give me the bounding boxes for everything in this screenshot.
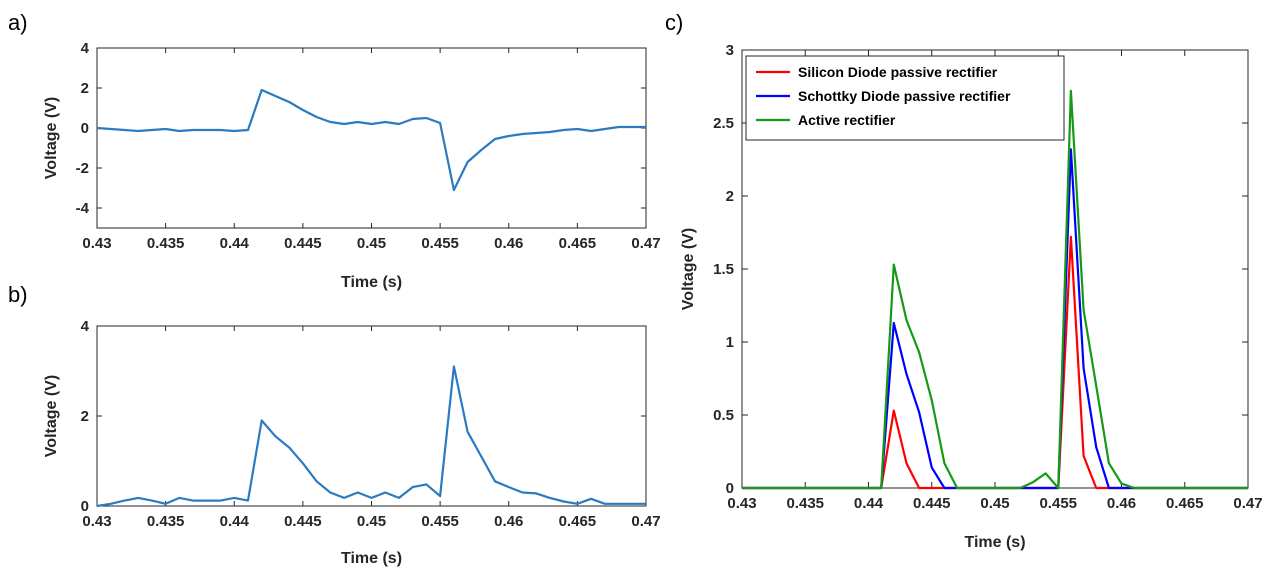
x-tick-label: 0.44 (220, 235, 250, 252)
legend: Silicon Diode passive rectifier Schottky … (745, 55, 1065, 141)
x-tick-label: 0.465 (559, 513, 597, 530)
y-tick-label: 2 (81, 80, 89, 97)
y-tick-label: 0 (726, 480, 734, 497)
x-tick-label: 0.46 (494, 513, 523, 530)
panel-label: c) (665, 10, 683, 35)
series-line-1 (742, 235, 1248, 490)
y-axis-label: Voltage (V) (43, 97, 60, 179)
y-axis-label: Voltage (V) (43, 375, 60, 457)
x-tick-label: 0.47 (631, 513, 660, 530)
x-tick-label: 0.445 (284, 513, 322, 530)
y-tick-label: 2 (81, 408, 89, 425)
legend-entry-3: Active rectifier (798, 112, 896, 128)
x-tick-label: 0.435 (147, 235, 185, 252)
x-axis-label: Time (s) (964, 534, 1025, 551)
series-line-1 (96, 88, 646, 192)
x-axis-label: Time (s) (341, 274, 402, 291)
x-tick-label: 0.455 (1039, 495, 1077, 512)
x-tick-label: 0.44 (854, 495, 884, 512)
x-tick-label: 0.445 (284, 235, 322, 252)
panel-label: b) (8, 282, 28, 307)
x-tick-label: 0.43 (727, 495, 756, 512)
y-tick-label: 0.5 (713, 407, 734, 424)
x-tick-label: 0.47 (631, 235, 660, 252)
chart-panel-2: b) 0.43 0.435 0.44 0.445 0.45 0.455 0.46 0.465 0.… (8, 282, 661, 567)
y-tick-label: -2 (76, 160, 89, 177)
x-tick-label: 0.46 (494, 235, 523, 252)
x-tick-label: 0.43 (82, 513, 111, 530)
y-tick-label: 4 (81, 40, 90, 57)
y-tick-label: 2 (726, 188, 734, 205)
x-tick-label: 0.435 (147, 513, 185, 530)
chart-panel-3: c) 0.43 0.435 0.44 0.445 0.45 0.455 0.46 0.465 0.… (665, 10, 1263, 551)
legend-box (745, 55, 1065, 141)
x-tick-label: 0.47 (1233, 495, 1262, 512)
x-tick-label: 0.45 (357, 513, 386, 530)
y-tick-label: 3 (726, 42, 734, 59)
chart-panel-1: a) 0.43 0.435 0.44 0.445 0.45 0.455 0.46 0.465 0.… (8, 10, 661, 291)
plot-area-frame (96, 47, 647, 229)
y-tick-label: -4 (76, 200, 90, 217)
x-tick-label: 0.455 (421, 235, 459, 252)
y-tick-label: 1 (726, 334, 734, 351)
x-tick-label: 0.465 (559, 235, 597, 252)
x-tick-label: 0.465 (1166, 495, 1204, 512)
legend-entry-1: Silicon Diode passive rectifier (798, 64, 998, 80)
series-line-1 (96, 365, 646, 508)
y-tick-label: 1.5 (713, 261, 734, 278)
x-tick-label: 0.445 (913, 495, 951, 512)
y-tick-label: 0 (81, 498, 89, 515)
panel-label: a) (8, 10, 28, 35)
x-axis-label: Time (s) (341, 550, 402, 567)
y-tick-label: 0 (81, 120, 89, 137)
x-tick-label: 0.435 (786, 495, 824, 512)
plot-area-frame (96, 325, 647, 507)
x-tick-label: 0.455 (421, 513, 459, 530)
y-tick-label: 4 (81, 318, 90, 335)
x-tick-label: 0.45 (357, 235, 386, 252)
x-tick-label: 0.46 (1107, 495, 1136, 512)
x-tick-label: 0.45 (980, 495, 1009, 512)
series-line-2 (742, 148, 1248, 490)
series-line-3 (742, 89, 1248, 490)
y-tick-label: 2.5 (713, 115, 734, 132)
x-tick-label: 0.43 (82, 235, 111, 252)
y-axis-label: Voltage (V) (680, 228, 697, 310)
x-tick-label: 0.44 (220, 513, 250, 530)
legend-entry-2: Schottky Diode passive rectifier (798, 88, 1011, 104)
